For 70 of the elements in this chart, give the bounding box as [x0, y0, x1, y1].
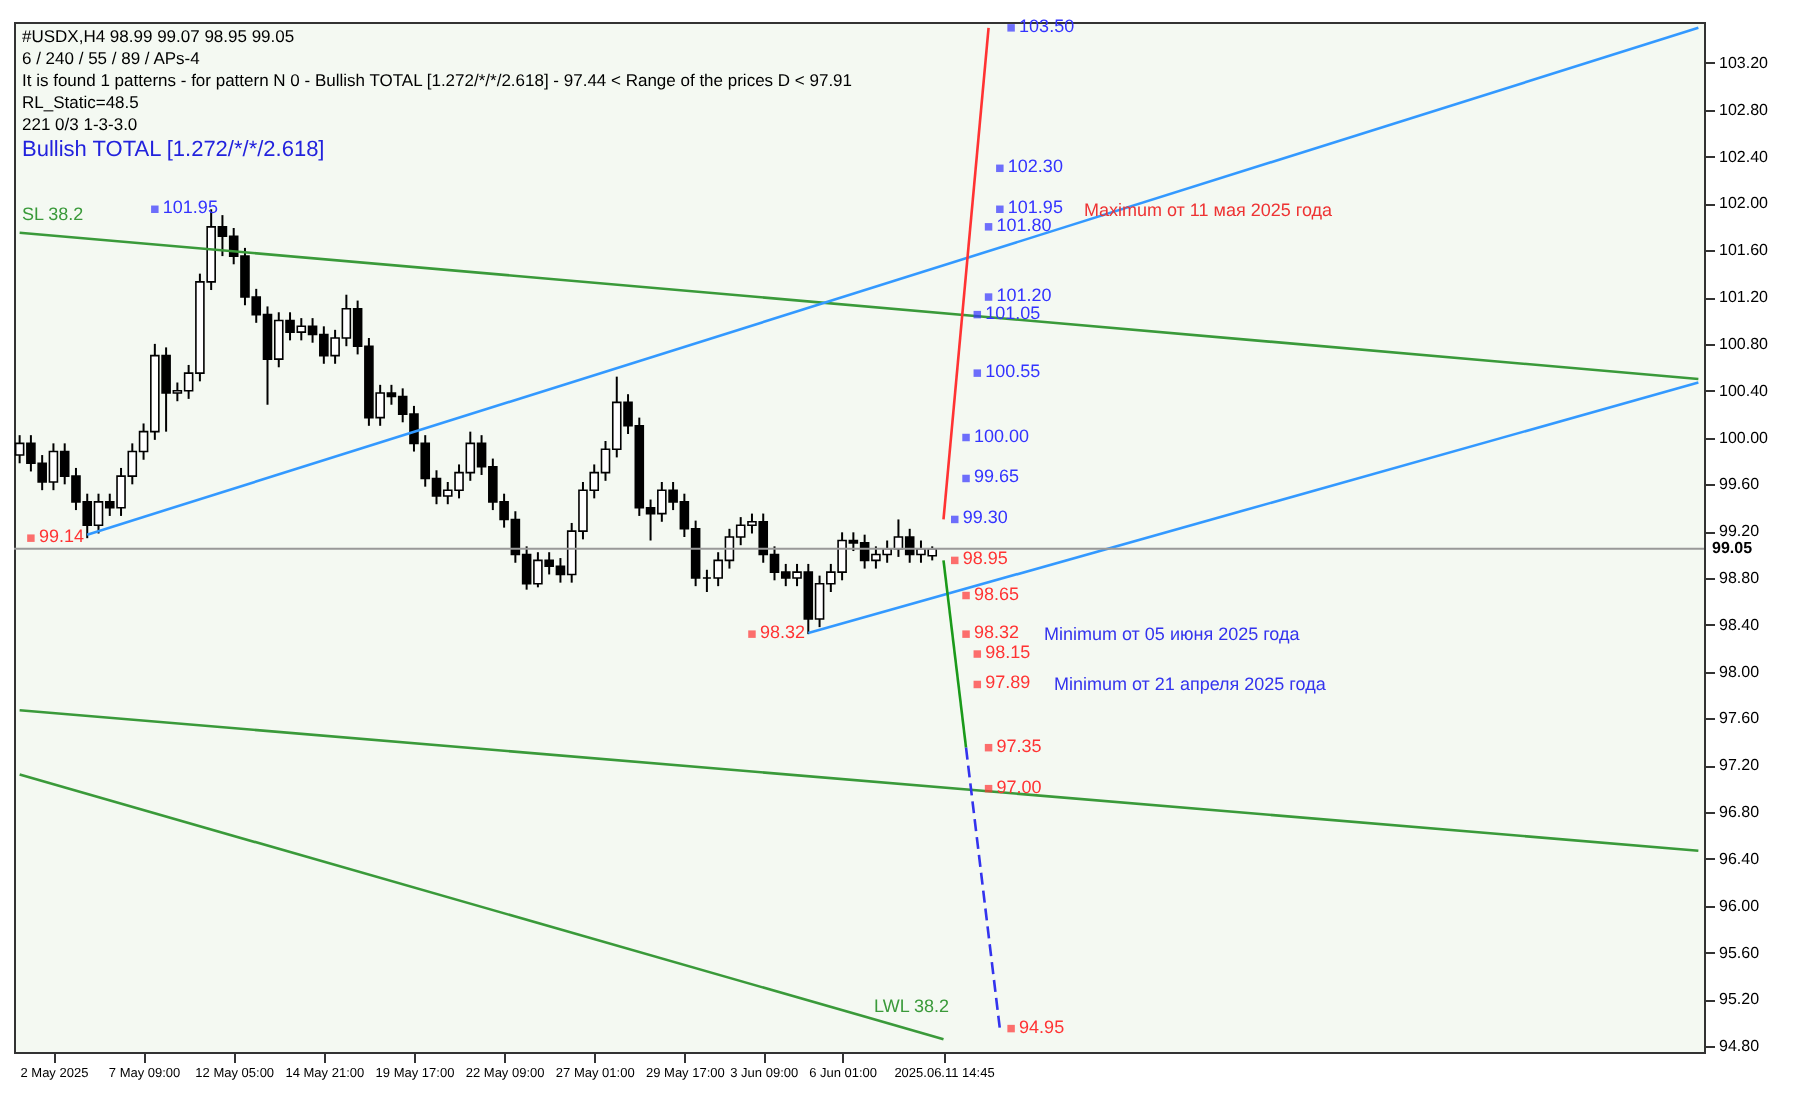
- y-tick-label: 98.00: [1719, 662, 1761, 681]
- point: [1007, 24, 1015, 32]
- data-label: 100.55: [985, 361, 1041, 382]
- point: [996, 164, 1004, 173]
- y-tick-label: 102.00: [1719, 194, 1770, 213]
- y-tick-label: 97.60: [1719, 709, 1761, 728]
- annotation: It is found 1 patterns - for pattern N 0 - Bullish TOTAL [1.272/*/*/2.618] - 97.44 < Range of the prices D < 97.91: [22, 70, 853, 90]
- point: [748, 630, 756, 638]
- point: [973, 369, 982, 377]
- y-tick-label: 97.20: [1719, 756, 1761, 775]
- data-label: 98.95: [962, 548, 1008, 569]
- y-tick-label: 100.40: [1719, 381, 1770, 400]
- data-label: 101.95: [1007, 197, 1063, 218]
- y-tick-label: 102.80: [1719, 100, 1770, 119]
- y-tick-label: 96.40: [1719, 849, 1761, 868]
- point: [27, 534, 35, 542]
- data-label: 99.65: [974, 466, 1020, 487]
- chart-title: #USDX,H4 98.99 99.07 98.95 99.05: [22, 26, 295, 46]
- y-tick-label: 98.40: [1719, 615, 1761, 634]
- annotation: 6 / 240 / 55 / 89 / APs-4: [22, 48, 201, 68]
- y-tick-label: 96.00: [1719, 896, 1761, 915]
- annotation: LWL 38.2: [874, 996, 950, 1016]
- data-label: 97.89: [985, 672, 1031, 693]
- data-label: 99.14: [38, 526, 84, 547]
- y-tick-label: 100.00: [1719, 428, 1770, 447]
- y-tick-label: 95.60: [1719, 943, 1761, 962]
- point: [996, 205, 1004, 214]
- y-tick-label: 101.60: [1719, 241, 1770, 260]
- annotation: 221 0/3 1-3-3.0: [22, 114, 138, 134]
- data-label: 98.65: [974, 583, 1020, 604]
- y-tick-label: 98.80: [1719, 568, 1761, 587]
- data-label: 101.80: [996, 214, 1052, 235]
- point: [962, 474, 970, 483]
- annotation: Bullish TOTAL [1.272/*/*/2.618]: [22, 138, 325, 162]
- ref-line-label: 99.05: [1712, 538, 1754, 557]
- point: [962, 630, 970, 638]
- data-label: 102.30: [1007, 156, 1063, 177]
- y-tick-label: 102.40: [1719, 147, 1770, 166]
- data-label: 101.05: [985, 302, 1041, 323]
- y-tick-label: 96.80: [1719, 803, 1761, 822]
- point: [1007, 1024, 1015, 1033]
- point: [951, 556, 959, 565]
- y-tick-label: 99.20: [1719, 522, 1761, 541]
- annotation: Minimum от 05 июня 2025 года: [1044, 624, 1300, 644]
- y-tick-label: 103.20: [1719, 53, 1770, 72]
- data-label: 98.32: [759, 622, 806, 643]
- y-tick-label: 101.20: [1719, 288, 1770, 307]
- y-tick-label: 100.80: [1719, 334, 1770, 353]
- point: [984, 223, 993, 231]
- data-label: 101.20: [996, 285, 1052, 306]
- data-label: 99.30: [962, 507, 1008, 528]
- data-label: 98.32: [974, 622, 1020, 643]
- data-label: 101.95: [162, 197, 218, 218]
- y-tick-label: 94.80: [1719, 1037, 1761, 1056]
- point: [973, 650, 982, 658]
- annotation: SL 38.2: [22, 204, 84, 224]
- data-label: 97.35: [996, 735, 1042, 756]
- annotation: Minimum от 21 апреля 2025 года: [1054, 674, 1326, 694]
- data-label: 94.95: [1019, 1016, 1065, 1037]
- y-tick-label: 95.20: [1719, 990, 1761, 1009]
- annotation: RL_Static=48.5: [22, 92, 140, 112]
- data-label: 98.15: [985, 642, 1031, 663]
- point: [151, 205, 159, 214]
- data-label: 100.00: [974, 425, 1030, 446]
- data-label: 97.00: [996, 776, 1042, 797]
- point: [951, 515, 959, 524]
- point: [962, 591, 970, 600]
- point: [962, 433, 970, 442]
- point: [984, 293, 993, 301]
- y-tick-label: 99.60: [1719, 475, 1761, 494]
